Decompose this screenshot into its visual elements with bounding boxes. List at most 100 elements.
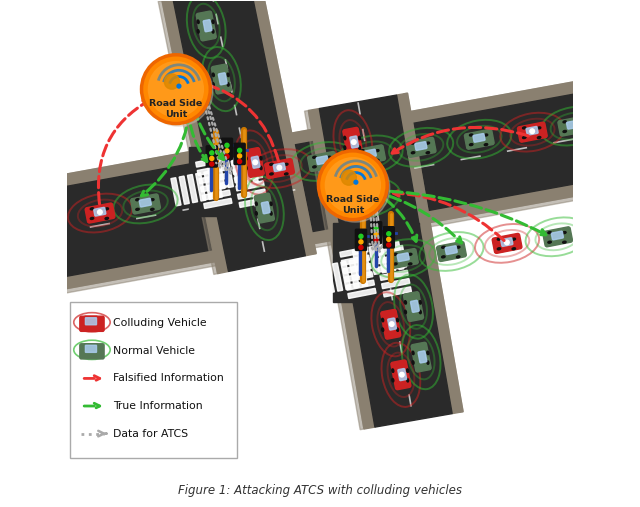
FancyBboxPatch shape — [492, 233, 522, 254]
FancyBboxPatch shape — [407, 141, 419, 157]
Bar — [233, 164, 261, 174]
FancyBboxPatch shape — [316, 156, 328, 164]
FancyBboxPatch shape — [212, 65, 228, 77]
Ellipse shape — [406, 369, 408, 372]
Polygon shape — [32, 79, 589, 185]
Ellipse shape — [538, 127, 541, 129]
Circle shape — [225, 149, 229, 153]
Bar — [349, 260, 359, 288]
Ellipse shape — [361, 159, 364, 161]
FancyBboxPatch shape — [85, 203, 115, 223]
FancyBboxPatch shape — [271, 161, 287, 173]
Circle shape — [359, 240, 363, 244]
FancyBboxPatch shape — [543, 231, 556, 246]
Ellipse shape — [563, 121, 566, 123]
Ellipse shape — [285, 173, 288, 175]
FancyBboxPatch shape — [436, 241, 467, 262]
Circle shape — [359, 234, 363, 238]
FancyBboxPatch shape — [389, 252, 401, 268]
Ellipse shape — [512, 248, 515, 250]
FancyBboxPatch shape — [308, 152, 337, 171]
FancyBboxPatch shape — [518, 122, 547, 142]
Text: Figure 1: Attacking ATCS with colluding vehicles: Figure 1: Attacking ATCS with colluding … — [178, 484, 462, 497]
Ellipse shape — [397, 318, 399, 322]
Ellipse shape — [406, 379, 408, 382]
Circle shape — [387, 243, 391, 247]
FancyBboxPatch shape — [500, 238, 513, 246]
Circle shape — [321, 154, 390, 222]
Polygon shape — [397, 93, 463, 414]
FancyBboxPatch shape — [566, 120, 579, 129]
Ellipse shape — [270, 202, 272, 205]
Bar — [340, 261, 351, 289]
Circle shape — [354, 180, 358, 184]
Ellipse shape — [578, 130, 581, 132]
FancyBboxPatch shape — [404, 292, 420, 305]
Ellipse shape — [548, 232, 551, 234]
Ellipse shape — [426, 152, 429, 154]
FancyBboxPatch shape — [273, 163, 285, 171]
FancyBboxPatch shape — [131, 198, 143, 213]
Polygon shape — [32, 79, 590, 192]
Ellipse shape — [442, 246, 445, 248]
FancyBboxPatch shape — [543, 227, 572, 247]
Bar — [378, 262, 406, 272]
FancyBboxPatch shape — [252, 156, 260, 168]
Bar — [179, 176, 189, 204]
Ellipse shape — [328, 166, 331, 168]
FancyBboxPatch shape — [92, 205, 108, 218]
Ellipse shape — [373, 202, 376, 204]
Ellipse shape — [358, 136, 360, 140]
Polygon shape — [308, 108, 375, 429]
FancyBboxPatch shape — [383, 227, 394, 248]
Ellipse shape — [578, 121, 581, 123]
Ellipse shape — [484, 134, 488, 136]
FancyBboxPatch shape — [196, 12, 212, 24]
Ellipse shape — [404, 301, 406, 304]
Ellipse shape — [136, 208, 140, 210]
FancyBboxPatch shape — [558, 116, 588, 136]
Ellipse shape — [358, 193, 362, 195]
FancyBboxPatch shape — [388, 248, 419, 269]
Bar — [361, 248, 371, 276]
Bar — [383, 287, 412, 297]
Bar — [240, 156, 250, 185]
Circle shape — [164, 74, 179, 89]
Text: Road Side
Unit: Road Side Unit — [326, 195, 380, 215]
Text: Colluding Vehicle: Colluding Vehicle — [113, 318, 207, 328]
Ellipse shape — [394, 263, 397, 265]
Ellipse shape — [538, 136, 541, 138]
Ellipse shape — [150, 208, 154, 210]
Ellipse shape — [497, 238, 500, 240]
Polygon shape — [50, 178, 608, 291]
Bar — [248, 155, 259, 183]
Bar — [215, 161, 225, 189]
Polygon shape — [333, 223, 419, 302]
FancyBboxPatch shape — [84, 316, 97, 327]
FancyBboxPatch shape — [388, 318, 396, 330]
Ellipse shape — [484, 143, 488, 146]
FancyBboxPatch shape — [353, 188, 383, 208]
Circle shape — [387, 237, 391, 241]
Circle shape — [253, 160, 257, 165]
FancyBboxPatch shape — [550, 229, 565, 242]
FancyBboxPatch shape — [465, 129, 494, 149]
FancyBboxPatch shape — [362, 148, 378, 160]
Ellipse shape — [412, 142, 415, 144]
Bar — [236, 181, 264, 191]
Bar — [377, 254, 405, 264]
Circle shape — [389, 322, 394, 327]
Circle shape — [324, 157, 381, 213]
FancyBboxPatch shape — [206, 146, 218, 167]
Polygon shape — [404, 93, 463, 412]
Text: Normal Vehicle: Normal Vehicle — [113, 346, 195, 356]
Ellipse shape — [408, 263, 412, 265]
Circle shape — [97, 210, 102, 214]
Ellipse shape — [470, 134, 473, 136]
FancyBboxPatch shape — [412, 343, 428, 355]
Circle shape — [225, 155, 229, 159]
Circle shape — [341, 170, 356, 185]
Ellipse shape — [376, 159, 379, 161]
FancyBboxPatch shape — [259, 200, 272, 215]
Ellipse shape — [412, 152, 415, 154]
